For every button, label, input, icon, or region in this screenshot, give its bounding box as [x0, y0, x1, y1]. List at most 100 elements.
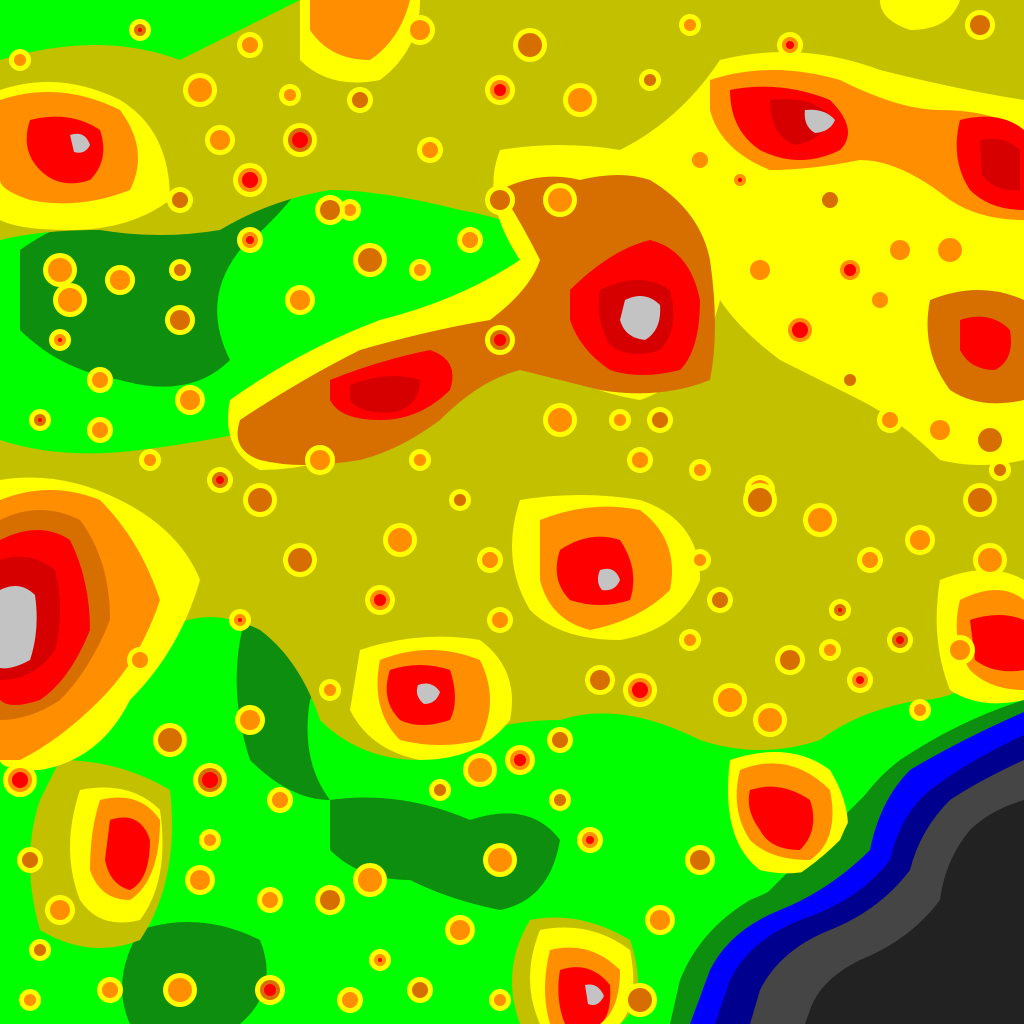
hotspot-core [518, 33, 542, 57]
coastline [670, 700, 1024, 1024]
hotspot-center [738, 178, 742, 182]
hotspot-core [492, 612, 508, 628]
hotspot-core [22, 852, 38, 868]
hotspot-core [50, 900, 70, 920]
hotspot-core [320, 200, 340, 220]
hotspot-center [264, 984, 276, 996]
hotspot-center [202, 772, 218, 788]
hotspot-core [92, 422, 108, 438]
hotspot-center [792, 322, 808, 338]
hotspot-core [262, 892, 278, 908]
hotspot-core [412, 982, 428, 998]
hotspot-core [978, 548, 1002, 572]
hotspot-core [552, 732, 568, 748]
hotspot-core [632, 452, 648, 468]
hotspot-core [102, 982, 118, 998]
hotspot-core [388, 528, 412, 552]
hotspot-core [882, 412, 898, 428]
hotspot-core [422, 142, 438, 158]
hotspot-core [872, 292, 888, 308]
hotspot-center [242, 172, 258, 188]
hotspot-core [644, 74, 656, 86]
hotspot-core [352, 92, 368, 108]
hotspot-core [132, 652, 148, 668]
hotspot-core [488, 848, 512, 872]
hotspot-core [482, 552, 498, 568]
hotspot-core [450, 920, 470, 940]
hotspot-core [110, 270, 130, 290]
hotspot-core [694, 464, 706, 476]
hotspot-core [490, 190, 510, 210]
hotspot-center [38, 418, 42, 422]
hotspot-center [896, 636, 904, 644]
hotspot-core [158, 728, 182, 752]
hotspot-core [750, 260, 770, 280]
hotspot-core [14, 54, 26, 66]
hotspot-core [272, 792, 288, 808]
hotspot-center [632, 682, 648, 698]
hotspot-core [240, 710, 260, 730]
hotspot-core [414, 264, 426, 276]
hotspot-core [248, 488, 272, 512]
hotspot-core [358, 868, 382, 892]
hotspot-core [684, 19, 696, 31]
hotspot-core [462, 232, 478, 248]
hotspot-core [692, 152, 708, 168]
hotspot-core [950, 640, 970, 660]
hotspot-core [58, 288, 82, 312]
peak-zone [0, 109, 835, 1005]
hotspot-core [748, 488, 772, 512]
hotspot-core [690, 850, 710, 870]
hotspot-core [694, 554, 706, 566]
hotspot-core [938, 238, 962, 262]
hotspot-center [378, 958, 382, 962]
hotspot-core [930, 420, 950, 440]
hotspot-core [978, 428, 1002, 452]
hotspot-core [590, 670, 610, 690]
hotspot-center [494, 334, 506, 346]
hotspot-core [174, 264, 186, 276]
hotspot-core [434, 784, 446, 796]
hotspot-core [554, 794, 566, 806]
hotspot-core [712, 592, 728, 608]
hotspot-core [628, 988, 652, 1012]
hotspot-core [970, 15, 990, 35]
hotspot-core [144, 454, 156, 466]
hotspot-core [190, 870, 210, 890]
hotspot-core [324, 684, 336, 696]
hotspot-core [968, 488, 992, 512]
hotspot-center [238, 618, 242, 622]
hotspot-core [454, 494, 466, 506]
hotspot-core [170, 310, 190, 330]
hotspot-core [180, 390, 200, 410]
hotspot-core [172, 192, 188, 208]
hotspot-core [92, 372, 108, 388]
hotspot-core [614, 414, 626, 426]
coast-dark-gray [805, 800, 1024, 1024]
hotspot-core [548, 188, 572, 212]
hotspot-center [514, 754, 526, 766]
hotspot-core [288, 548, 312, 572]
hotspot-core [24, 994, 36, 1006]
hotspot-core [284, 89, 296, 101]
hotspot-core [290, 290, 310, 310]
hotspot-core [358, 248, 382, 272]
hotspot-core [188, 78, 212, 102]
hotspot-core [808, 508, 832, 532]
hotspot-core [650, 910, 670, 930]
hotspot-core [780, 650, 800, 670]
hotspot-center [838, 608, 842, 612]
hotspot-core [204, 834, 216, 846]
hotspot-core [34, 944, 46, 956]
hotspot-center [856, 676, 864, 684]
hotspot-core [910, 530, 930, 550]
hotspot-core [844, 374, 856, 386]
hotspot-center [374, 594, 386, 606]
hotspot-core [168, 978, 192, 1002]
hotspot-core [652, 412, 668, 428]
hotspot-core [242, 37, 258, 53]
hotspot-core [468, 758, 492, 782]
hotspot-core [718, 688, 742, 712]
hotspot-core [994, 464, 1006, 476]
hotspot-core [824, 644, 836, 656]
